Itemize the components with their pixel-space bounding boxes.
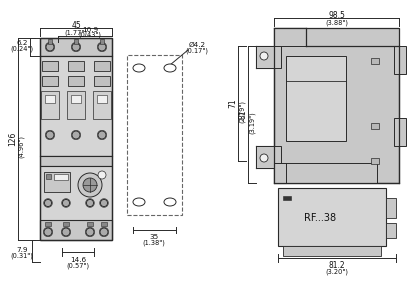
Bar xyxy=(371,123,379,129)
Bar xyxy=(63,222,69,226)
Circle shape xyxy=(45,200,52,207)
Text: 81.2: 81.2 xyxy=(329,262,345,271)
Circle shape xyxy=(46,131,54,139)
Bar xyxy=(74,39,78,44)
Text: 45: 45 xyxy=(71,22,81,31)
Circle shape xyxy=(44,228,52,236)
Bar xyxy=(40,166,112,240)
Bar xyxy=(40,156,112,166)
Bar xyxy=(256,46,281,68)
Text: (3.19"): (3.19") xyxy=(249,111,255,134)
Bar xyxy=(48,39,52,44)
Circle shape xyxy=(78,173,102,197)
Circle shape xyxy=(87,200,94,207)
Bar xyxy=(45,222,51,226)
Bar xyxy=(97,95,107,103)
Bar xyxy=(127,55,182,215)
Bar xyxy=(45,95,55,103)
Bar xyxy=(394,46,406,74)
Bar xyxy=(42,61,58,71)
Bar xyxy=(93,91,111,119)
Bar xyxy=(46,174,51,179)
Circle shape xyxy=(260,52,268,60)
Bar xyxy=(40,56,112,156)
Bar xyxy=(386,223,396,238)
Circle shape xyxy=(100,228,108,236)
Bar xyxy=(41,91,59,119)
Bar xyxy=(40,220,112,240)
Bar xyxy=(54,174,68,180)
Text: 81: 81 xyxy=(238,110,248,119)
Circle shape xyxy=(98,171,106,179)
Bar xyxy=(256,146,281,168)
Text: 7.9: 7.9 xyxy=(16,247,28,253)
Ellipse shape xyxy=(164,198,176,206)
Bar xyxy=(100,39,104,44)
Circle shape xyxy=(98,43,106,51)
Bar xyxy=(40,38,112,240)
Circle shape xyxy=(72,131,80,139)
Bar xyxy=(94,61,110,71)
Bar xyxy=(274,28,306,46)
Bar xyxy=(40,38,112,56)
Bar xyxy=(394,118,406,146)
Ellipse shape xyxy=(133,64,145,72)
Circle shape xyxy=(62,228,70,236)
Text: 126: 126 xyxy=(8,132,17,146)
Text: (3.88"): (3.88") xyxy=(325,20,348,26)
Bar xyxy=(371,58,379,64)
Text: 71: 71 xyxy=(228,99,238,108)
Bar xyxy=(94,76,110,86)
Bar xyxy=(42,76,58,86)
Text: (0.43"): (0.43") xyxy=(79,32,102,38)
Text: (1.38"): (1.38") xyxy=(143,240,166,246)
Circle shape xyxy=(98,131,106,139)
Text: (0.24"): (0.24") xyxy=(10,46,34,52)
Circle shape xyxy=(86,228,94,236)
Bar xyxy=(68,61,84,71)
Circle shape xyxy=(62,200,69,207)
Ellipse shape xyxy=(133,198,145,206)
Text: (3.20"): (3.20") xyxy=(325,269,349,275)
Bar xyxy=(101,222,107,226)
Text: RF...38: RF...38 xyxy=(304,213,336,223)
Circle shape xyxy=(72,43,80,51)
Bar xyxy=(67,91,85,119)
Text: (0.17"): (0.17") xyxy=(186,48,208,54)
Text: (0.31"): (0.31") xyxy=(10,253,33,259)
Bar xyxy=(283,246,381,256)
Text: 14.6: 14.6 xyxy=(70,257,86,263)
Bar xyxy=(386,198,396,218)
Bar xyxy=(274,163,377,183)
Bar xyxy=(286,56,346,141)
Text: (2.79"): (2.79") xyxy=(239,100,245,123)
Bar xyxy=(371,158,379,164)
Circle shape xyxy=(46,43,54,51)
Bar xyxy=(68,76,84,86)
Bar xyxy=(278,188,386,246)
Circle shape xyxy=(260,154,268,162)
Polygon shape xyxy=(274,163,286,183)
Text: 98.5: 98.5 xyxy=(328,11,345,20)
Circle shape xyxy=(83,178,97,192)
Bar xyxy=(71,95,81,103)
Text: (1.77"): (1.77") xyxy=(64,30,87,36)
Bar xyxy=(87,222,93,226)
Text: (4.96"): (4.96") xyxy=(18,136,24,158)
Bar xyxy=(274,28,399,183)
Text: 6.2: 6.2 xyxy=(16,40,28,46)
Ellipse shape xyxy=(164,64,176,72)
Text: 10.9: 10.9 xyxy=(82,27,98,33)
Bar xyxy=(283,196,291,200)
Text: (0.57"): (0.57") xyxy=(67,263,89,269)
Text: 35: 35 xyxy=(149,234,158,240)
Circle shape xyxy=(100,200,108,207)
Bar xyxy=(44,172,70,192)
Text: Ø4.2: Ø4.2 xyxy=(188,42,206,48)
